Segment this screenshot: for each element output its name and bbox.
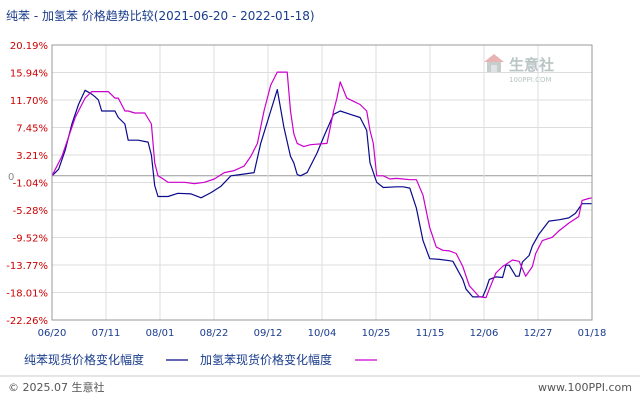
x-tick-label: 06/20 [38, 328, 67, 339]
footer-copyright: © 2025.07 生意社 [8, 380, 104, 394]
x-tick-label: 10/25 [362, 328, 391, 339]
legend-label-hydro-benzene: 加氢苯现货价格变化幅度 [200, 352, 332, 367]
series-line-benzene [51, 89, 592, 298]
legend-label-benzene: 纯苯现货价格变化幅度 [24, 352, 144, 367]
x-tick-label: 11/15 [416, 328, 445, 339]
y-tick-label: -13.77% [6, 261, 48, 272]
grid [52, 45, 592, 320]
footer-site: www.100PPI.com [538, 381, 632, 394]
x-tick-label: 09/12 [254, 328, 283, 339]
y-tick-label: 3.21% [16, 151, 48, 162]
plot-frame [51, 44, 593, 321]
watermark-url-text: 100PPI.COM [509, 76, 552, 84]
y-tick-label: -1.04% [13, 179, 48, 190]
series-line-hydro-benzene [51, 71, 593, 299]
x-tick-label: 01/18 [578, 328, 607, 339]
watermark: 生意社 100PPI.COM [484, 54, 554, 84]
x-tick-label: 12/06 [470, 328, 499, 339]
y-tick-label: 7.45% [16, 124, 48, 135]
x-tick-label: 07/11 [92, 328, 121, 339]
y-tick-label: 11.70% [10, 96, 48, 107]
x-tick-label: 10/04 [308, 328, 337, 339]
y-tick-label: -5.28% [13, 206, 48, 217]
y-tick-label: -22.26% [6, 316, 48, 327]
y-tick-label: -18.01% [6, 289, 48, 300]
x-tick-label: 12/27 [524, 328, 553, 339]
chart-title: 纯苯 - 加氢苯 价格趋势比较(2021-06-20 - 2022-01-18) [6, 8, 315, 23]
x-tick-label: 08/01 [146, 328, 175, 339]
house-logo-icon [484, 54, 504, 72]
y-tick-label: -9.52% [13, 234, 48, 245]
y-tick-label: 15.94% [10, 69, 48, 80]
watermark-logo-text: 生意社 [509, 56, 554, 74]
legend: 纯苯现货价格变化幅度 加氢苯现货价格变化幅度 [24, 352, 377, 367]
series-lines [51, 71, 593, 299]
y-axis-ticks: 20.19% 15.94% 11.70% 7.45% 3.21% -1.04% -5.28%… [6, 41, 48, 327]
x-axis-ticks: 06/20 07/11 08/01 08/22 09/12 10/04 10/25 11/15… [38, 328, 607, 339]
y-zero-label: 0 [8, 172, 14, 183]
x-tick-label: 08/22 [200, 328, 229, 339]
y-tick-label: 20.19% [10, 41, 48, 52]
